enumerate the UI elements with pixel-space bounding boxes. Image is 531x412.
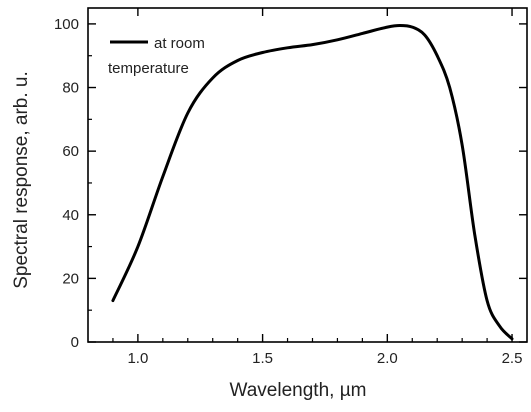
plot-frame — [87, 7, 528, 343]
y-tick-label: 80 — [62, 80, 79, 97]
x-tick-label: 2.0 — [377, 350, 398, 367]
x-tick-label: 1.0 — [127, 350, 148, 367]
ticks: 1.0 1.5 2.0 2.5 0 20 40 60 80 100 — [54, 8, 527, 367]
x-axis-label: Wavelength, µm — [230, 380, 367, 401]
axes — [87, 7, 528, 343]
y-tick-label: 20 — [62, 270, 79, 287]
y-tick-label: 100 — [54, 16, 79, 33]
y-tick-label: 60 — [62, 143, 79, 160]
x-tick-label: 1.5 — [252, 350, 273, 367]
legend-label-line1: at room — [154, 35, 205, 52]
legend-label-line2: temperature — [108, 60, 189, 77]
y-tick-label: 0 — [71, 334, 79, 351]
legend: at room temperature — [108, 35, 205, 77]
series-line — [111, 24, 514, 341]
x-tick-label: 2.5 — [502, 350, 523, 367]
series-layer — [111, 24, 514, 341]
y-tick-label: 40 — [62, 207, 79, 224]
y-axis-label: Spectral response, arb. u. — [11, 71, 32, 289]
